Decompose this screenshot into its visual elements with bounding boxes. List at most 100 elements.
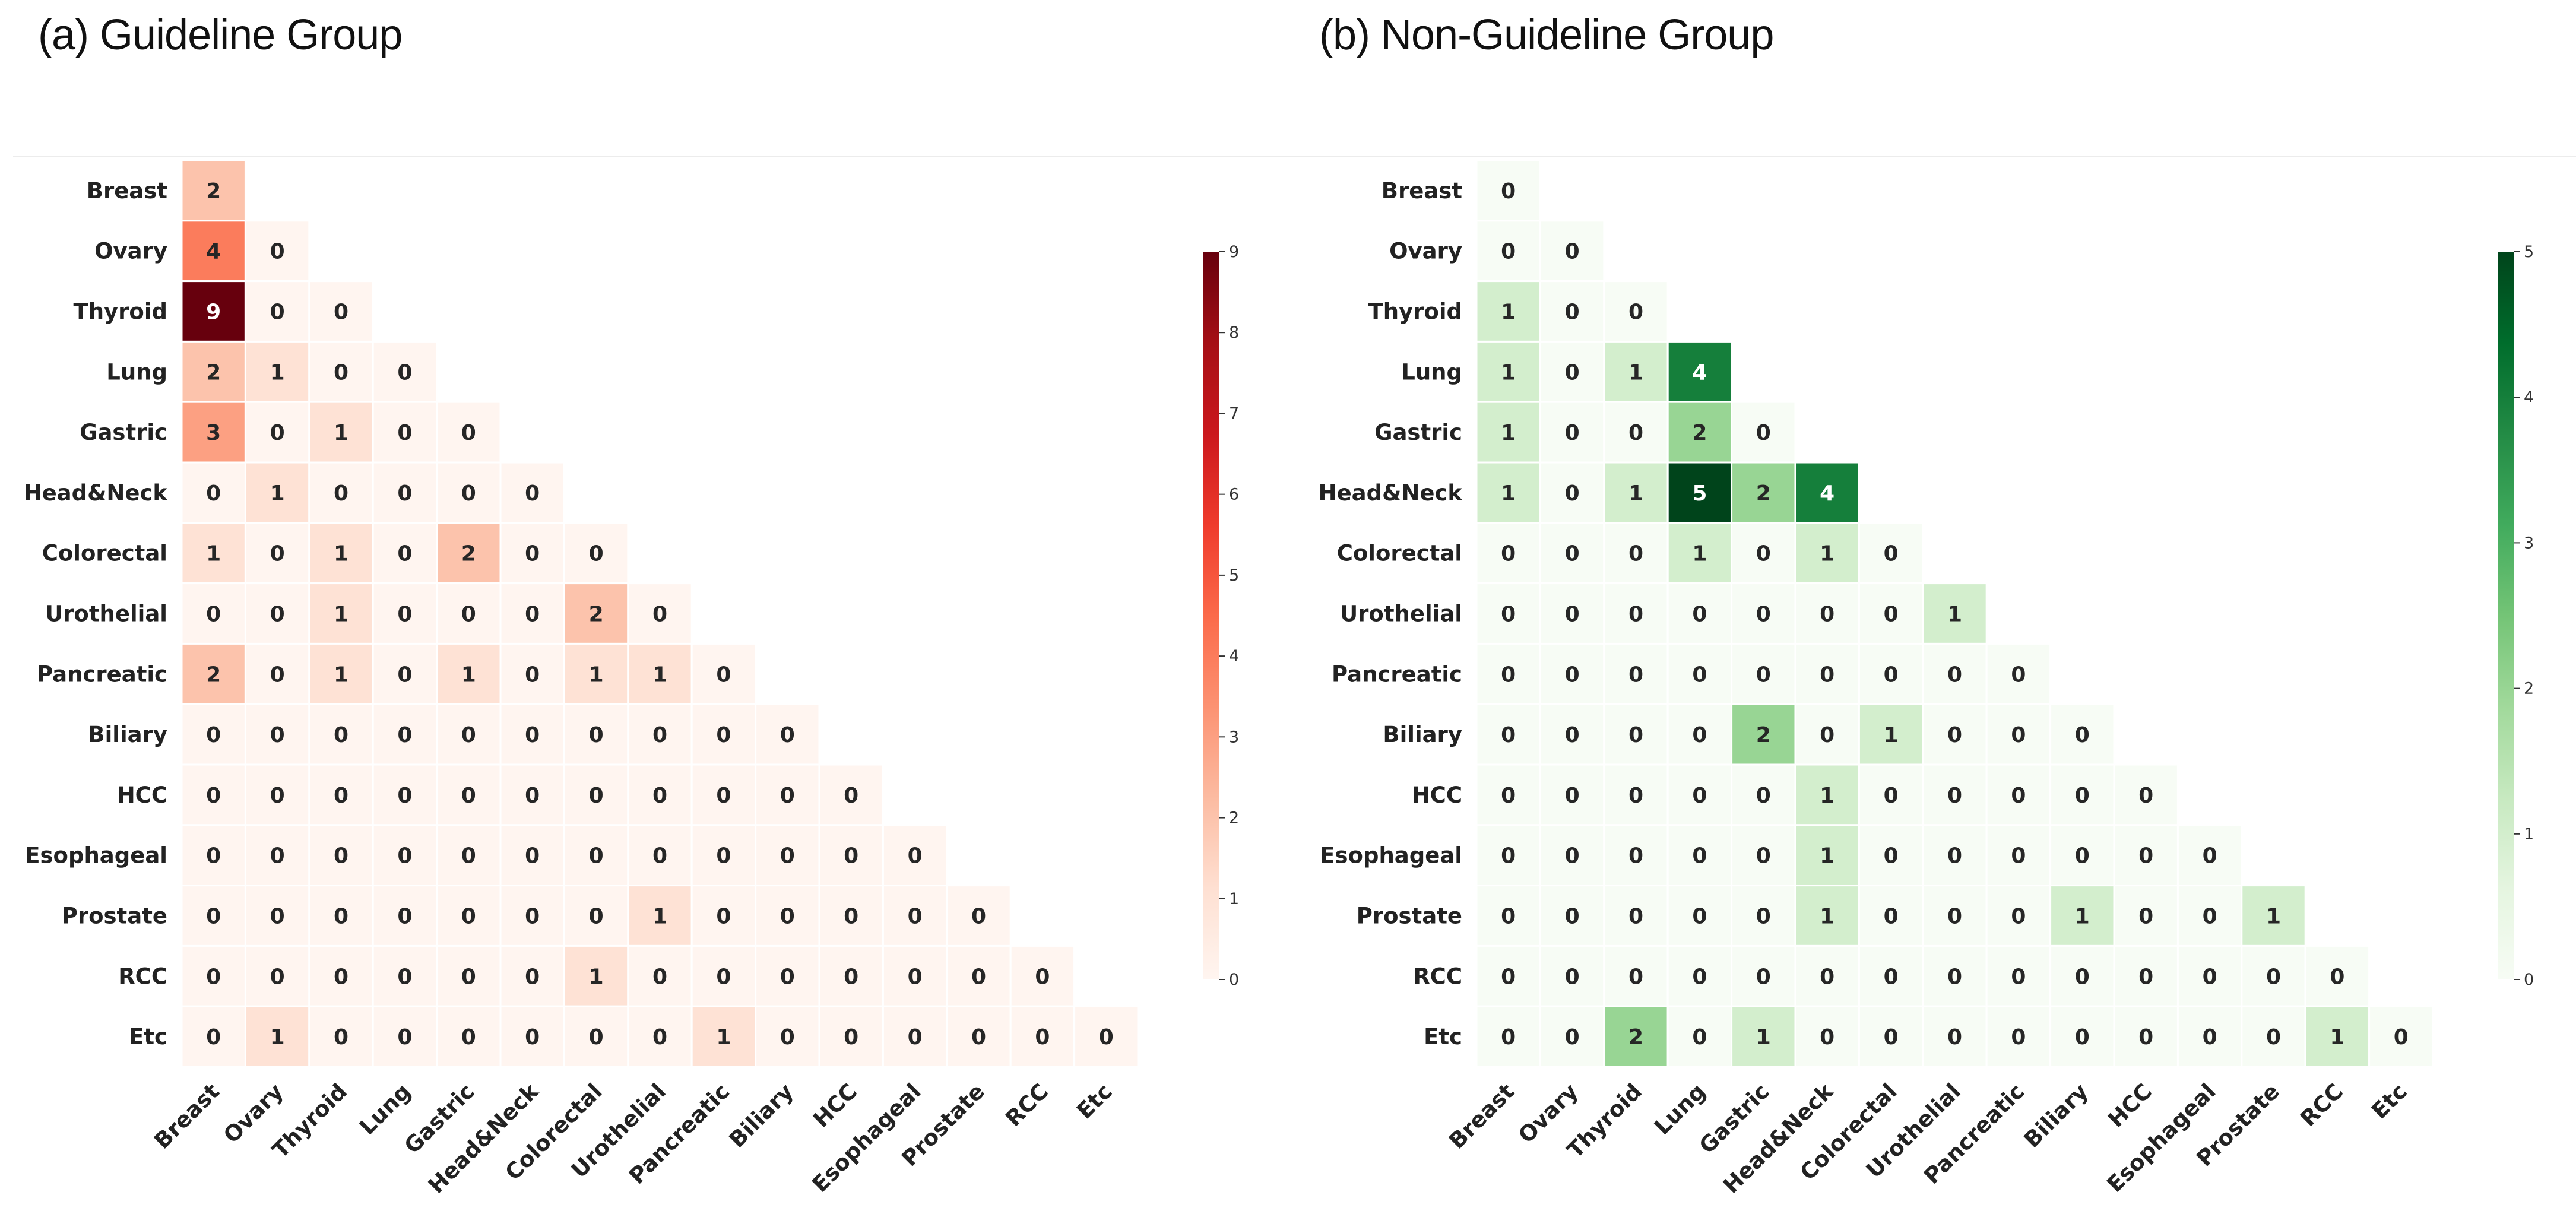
cell-value-label: 0 xyxy=(1692,723,1707,747)
column-label: Biliary xyxy=(724,1079,799,1153)
heatmap-cell xyxy=(1985,642,2052,705)
heatmap-cell xyxy=(1858,1005,1924,1068)
heatmap-cell xyxy=(308,763,374,826)
cell-value-label: 0 xyxy=(270,662,285,687)
heatmap-cell xyxy=(1475,220,1541,283)
heatmap-cell xyxy=(1985,1005,2052,1068)
row-label: RCC xyxy=(1413,963,1462,989)
cell-value-label: 2 xyxy=(1628,1025,1643,1050)
heatmap-cell xyxy=(1858,763,1924,826)
heatmap-cell xyxy=(244,703,310,766)
cell-value-label: 0 xyxy=(589,844,604,868)
heatmap-cell xyxy=(2368,1005,2434,1068)
colorbar xyxy=(1203,252,1219,979)
heatmap-cell xyxy=(2176,885,2243,947)
heatmap-cell xyxy=(1603,1005,1669,1068)
cell-value-label: 0 xyxy=(1565,240,1580,264)
heatmap-cell xyxy=(2113,885,2179,947)
cell-value-label: 1 xyxy=(1692,542,1707,566)
cell-value-label: 1 xyxy=(334,542,348,566)
cell-value-label: 0 xyxy=(1692,1025,1707,1050)
column-label: Lung xyxy=(354,1079,416,1140)
heatmap-cell xyxy=(1603,401,1669,464)
heatmap-cell xyxy=(690,885,757,947)
cell-value-label: 0 xyxy=(1501,905,1516,929)
colorbar-tick-label: 5 xyxy=(1229,566,1239,585)
cell-value-label: 0 xyxy=(844,965,858,989)
cell-value-label: 0 xyxy=(1628,300,1643,325)
heatmap-cell xyxy=(1731,763,1796,826)
cell-value-label: 1 xyxy=(1628,481,1643,506)
cell-value-label: 0 xyxy=(2266,1025,2281,1050)
cell-value-label: 0 xyxy=(525,542,540,566)
cell-value-label: 0 xyxy=(1501,542,1516,566)
cell-value-label: 0 xyxy=(334,844,348,868)
heatmap-cell xyxy=(563,582,629,645)
column-label: Lung xyxy=(1649,1079,1710,1140)
cell-value-label: 0 xyxy=(270,300,285,325)
row-label: Pancreatic xyxy=(1332,661,1462,687)
heatmap-cell xyxy=(1858,944,1924,1007)
cell-value-label: 0 xyxy=(334,360,348,385)
cell-value-label: 0 xyxy=(589,723,604,747)
cell-value-label: 2 xyxy=(1756,723,1771,747)
cell-value-label: 1 xyxy=(1501,360,1516,385)
row-label: Etc xyxy=(1424,1024,1462,1050)
cell-value-label: 0 xyxy=(2011,965,2026,989)
cell-value-label: 0 xyxy=(1565,844,1580,868)
heatmap-cell xyxy=(308,280,374,343)
heatmap-cell xyxy=(2176,944,2243,1007)
cell-value-label: 0 xyxy=(1501,844,1516,868)
heatmap-cell xyxy=(1666,461,1733,524)
heatmap-cell xyxy=(1858,522,1924,585)
heatmap-cell xyxy=(1922,582,1988,645)
cell-value-label: 0 xyxy=(1035,1025,1050,1050)
cell-value-label: 0 xyxy=(1565,300,1580,325)
heatmap-cell xyxy=(180,522,246,585)
row-label: Thyroid xyxy=(73,299,167,325)
cell-value-label: 0 xyxy=(1756,905,1771,929)
heatmap-cell xyxy=(180,461,246,524)
heatmap-cell xyxy=(372,763,438,826)
cell-value-label: 0 xyxy=(1947,723,1962,747)
heatmap-cell xyxy=(372,824,438,887)
heatmap-cell xyxy=(1073,1005,1139,1068)
cell-value-label: 0 xyxy=(206,905,221,929)
row-label: Etc xyxy=(129,1024,167,1050)
cell-value-label: 0 xyxy=(525,784,540,808)
cell-value-label: 2 xyxy=(206,360,221,385)
cell-value-label: 0 xyxy=(206,1025,221,1050)
heatmap-cell xyxy=(372,703,438,766)
cell-value-label: 0 xyxy=(2203,965,2217,989)
heatmap-cell xyxy=(1858,703,1924,766)
cell-value-label: 0 xyxy=(1884,905,1899,929)
heatmap-cell xyxy=(1858,582,1924,645)
heatmap-cell xyxy=(308,401,374,464)
cell-value-label: 0 xyxy=(1947,965,1962,989)
column-label: Etc xyxy=(1072,1079,1117,1124)
cell-value-label: 0 xyxy=(652,844,667,868)
cell-value-label: 0 xyxy=(2330,965,2344,989)
cell-value-label: 0 xyxy=(525,603,540,627)
row-label: Prostate xyxy=(1357,904,1462,929)
cell-value-label: 0 xyxy=(1501,603,1516,627)
heatmap-cell xyxy=(2113,824,2179,887)
cell-value-label: 0 xyxy=(844,905,858,929)
divider-line xyxy=(13,156,2576,157)
heatmap-cell xyxy=(1985,703,2052,766)
row-label: Urothelial xyxy=(45,601,167,627)
colorbar-tick-label: 2 xyxy=(2524,680,2534,698)
cell-value-label: 0 xyxy=(334,905,348,929)
heatmap-cell xyxy=(1603,582,1669,645)
colorbar-tick-label: 9 xyxy=(1229,243,1239,261)
row-label: Breast xyxy=(87,178,167,204)
cell-value-label: 0 xyxy=(1501,784,1516,808)
cell-value-label: 0 xyxy=(908,844,923,868)
heatmap-cell xyxy=(1666,401,1733,464)
cell-value-label: 0 xyxy=(1947,1025,1962,1050)
heatmap-cell xyxy=(882,1005,948,1068)
heatmap-cell xyxy=(244,824,310,887)
cell-value-label: 0 xyxy=(1756,603,1771,627)
heatmap-cell xyxy=(1475,642,1541,705)
cell-value-label: 0 xyxy=(2011,784,2026,808)
